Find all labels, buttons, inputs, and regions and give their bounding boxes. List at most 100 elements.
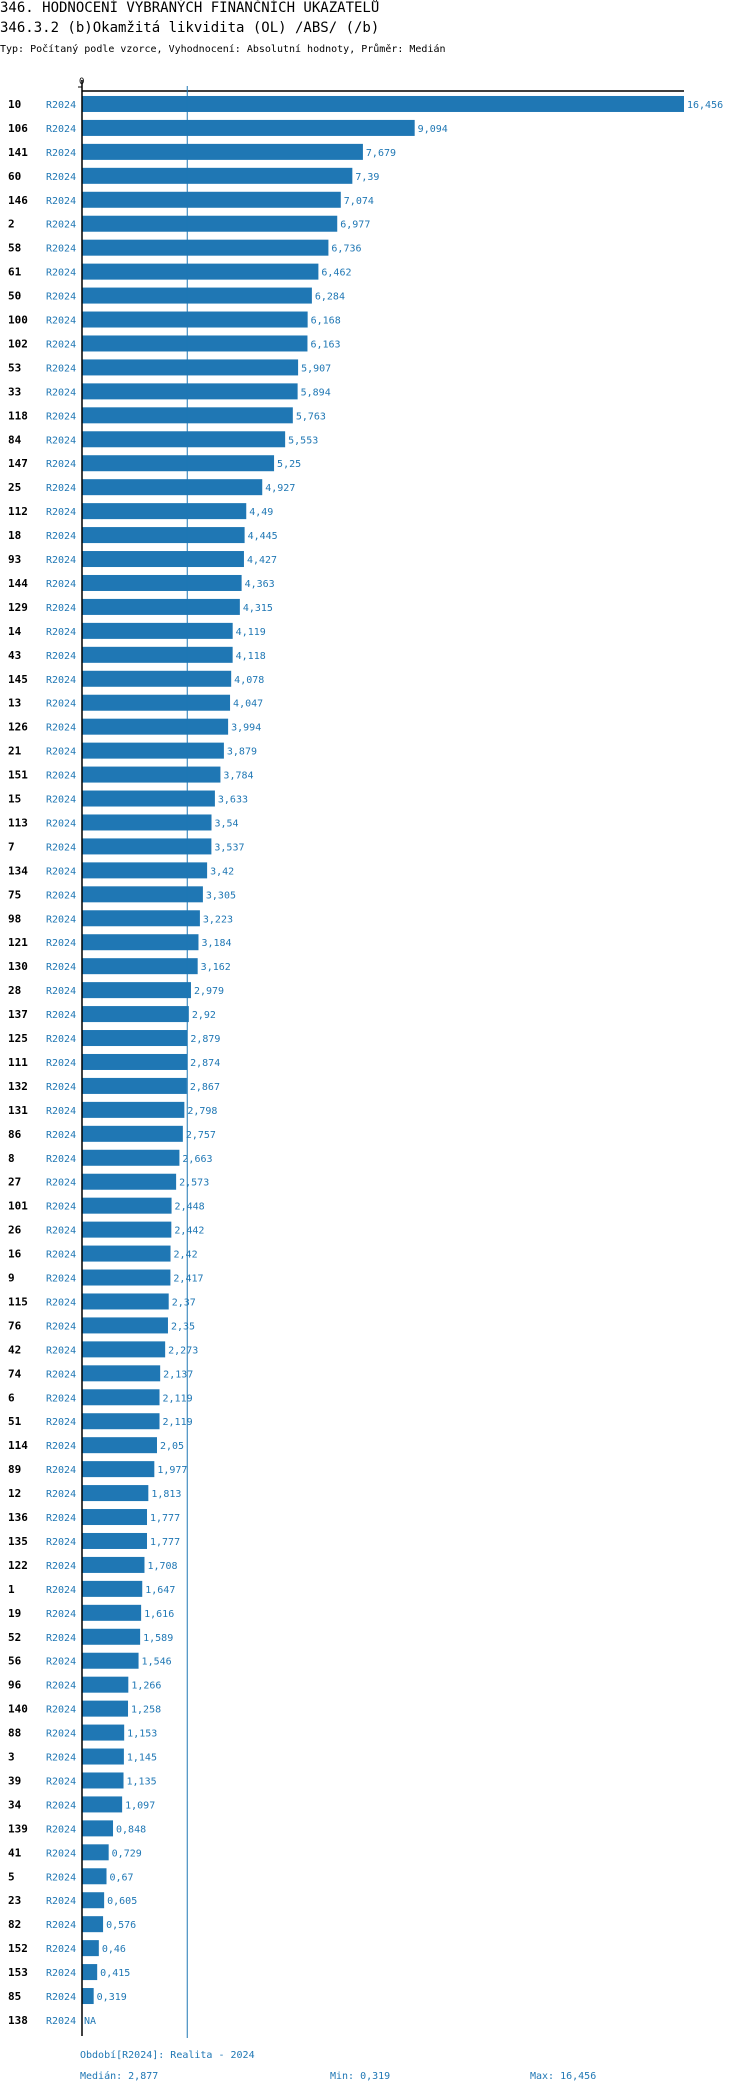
footer-period: Období[R2024]: Realita - 2024	[80, 2050, 255, 2061]
data-label: 3,537	[214, 842, 244, 853]
category-label: 12	[8, 1487, 21, 1500]
period-label: R2024	[46, 962, 76, 973]
period-label: R2024	[46, 1154, 76, 1165]
period-label: R2024	[46, 1465, 76, 1476]
data-label: 4,047	[233, 699, 263, 710]
data-label: 7,074	[344, 196, 374, 207]
bar	[82, 1532, 148, 1549]
chart-type-line: Typ: Počítaný podle vzorce, Vyhodnocení:…	[0, 44, 446, 55]
category-label: 56	[8, 1655, 22, 1668]
period-label: R2024	[46, 1202, 76, 1213]
bar	[82, 862, 208, 879]
category-label: 129	[8, 601, 28, 614]
bar	[82, 1916, 104, 1933]
data-label: 3,54	[215, 818, 239, 829]
bar	[82, 527, 245, 544]
data-label: 1,145	[127, 1753, 157, 1764]
data-label: 1,097	[125, 1800, 155, 1811]
data-label: 1,589	[143, 1633, 173, 1644]
data-label: 0,605	[107, 1896, 137, 1907]
bar	[82, 215, 338, 232]
period-label: R2024	[46, 507, 76, 518]
period-label: R2024	[46, 651, 76, 662]
data-label: 2,417	[173, 1274, 203, 1285]
bar	[82, 335, 308, 352]
bar	[82, 1485, 149, 1502]
category-label: 2	[8, 218, 15, 231]
category-label: 1	[8, 1583, 15, 1596]
bar	[82, 1724, 125, 1741]
bar	[82, 1173, 177, 1190]
bar	[82, 1221, 172, 1238]
bar	[82, 143, 363, 160]
bar	[82, 646, 233, 663]
data-label: 2,273	[168, 1345, 198, 1356]
category-label: 61	[8, 266, 22, 279]
period-label: R2024	[46, 1800, 76, 1811]
period-label: R2024	[46, 1250, 76, 1261]
period-label: R2024	[46, 986, 76, 997]
data-label: 4,078	[234, 675, 264, 686]
period-label: R2024	[46, 555, 76, 566]
bar	[82, 910, 200, 927]
bar	[82, 239, 329, 256]
data-label: 1,777	[150, 1537, 180, 1548]
data-label: 7,39	[355, 172, 379, 183]
category-label: 112	[8, 505, 28, 518]
bar	[82, 838, 212, 855]
data-label: 1,777	[150, 1513, 180, 1524]
category-label: 135	[8, 1535, 28, 1548]
data-label: 1,135	[127, 1776, 157, 1787]
data-label: 3,223	[203, 914, 233, 925]
data-label: 1,813	[151, 1489, 181, 1500]
category-label: 21	[8, 745, 22, 758]
data-label: 1,153	[127, 1729, 157, 1740]
data-label: 4,119	[236, 627, 266, 638]
data-label: 2,874	[190, 1058, 220, 1069]
category-label: 144	[8, 577, 28, 590]
category-label: 6	[8, 1391, 15, 1404]
category-label: 9	[8, 1272, 15, 1285]
period-label: R2024	[46, 1729, 76, 1740]
category-label: 118	[8, 409, 28, 422]
category-label: 121	[8, 936, 28, 949]
bar	[82, 1700, 129, 1717]
period-label: R2024	[46, 1130, 76, 1141]
period-label: R2024	[46, 1872, 76, 1883]
category-label: 89	[8, 1463, 21, 1476]
bar	[82, 1844, 109, 1861]
data-label: 4,927	[265, 483, 295, 494]
category-label: 10	[8, 98, 21, 111]
data-label: NA	[84, 2016, 96, 2027]
category-label: 145	[8, 673, 28, 686]
period-label: R2024	[46, 795, 76, 806]
bar	[82, 431, 286, 448]
bar	[82, 311, 308, 328]
period-label: R2024	[46, 1297, 76, 1308]
period-label: R2024	[46, 1513, 76, 1524]
category-label: 113	[8, 816, 28, 829]
period-label: R2024	[46, 1010, 76, 1021]
category-label: 137	[8, 1008, 28, 1021]
category-label: 19	[8, 1607, 21, 1620]
data-label: 4,363	[245, 579, 275, 590]
bar	[82, 790, 215, 807]
data-label: 4,445	[248, 531, 278, 542]
period-label: R2024	[46, 1058, 76, 1069]
period-label: R2024	[46, 842, 76, 853]
bar	[82, 934, 199, 951]
period-label: R2024	[46, 316, 76, 327]
category-label: 93	[8, 553, 21, 566]
period-label: R2024	[46, 603, 76, 614]
bar	[82, 1628, 141, 1645]
period-label: R2024	[46, 1705, 76, 1716]
data-label: 3,162	[201, 962, 231, 973]
bar	[82, 503, 247, 520]
period-label: R2024	[46, 1226, 76, 1237]
category-label: 42	[8, 1343, 21, 1356]
bar	[82, 263, 319, 280]
category-label: 74	[8, 1367, 22, 1380]
category-label: 53	[8, 361, 21, 374]
category-label: 98	[8, 912, 21, 925]
